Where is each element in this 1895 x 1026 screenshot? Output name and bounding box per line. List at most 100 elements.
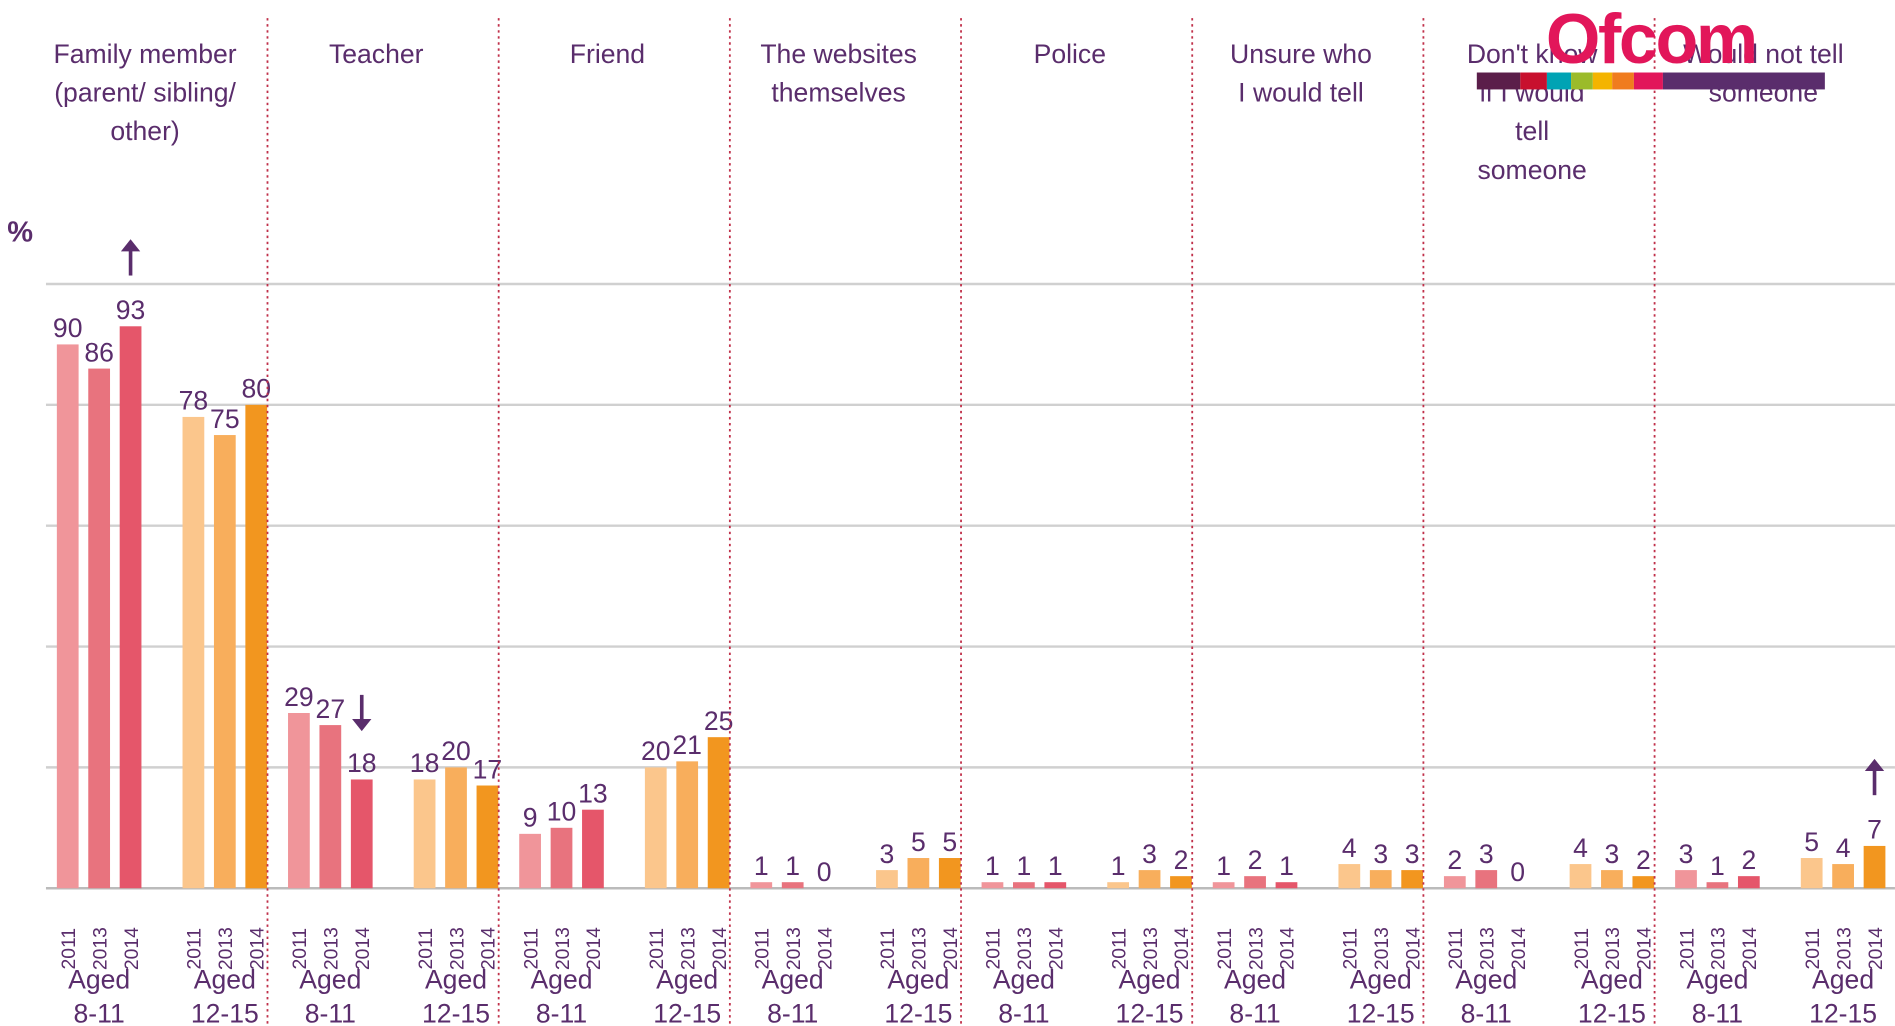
- year-label: 2011: [1572, 928, 1593, 970]
- value-label: 78: [179, 386, 209, 416]
- value-label: 3: [1373, 839, 1388, 869]
- year-label: 2014: [1047, 927, 1068, 970]
- y-axis-label: %: [7, 217, 33, 249]
- age-label: 12-15: [1578, 998, 1646, 1026]
- bar: [1244, 876, 1266, 889]
- bar: [644, 767, 667, 889]
- value-label: 1: [1216, 851, 1231, 881]
- value-label: 80: [241, 374, 271, 404]
- bar: [1401, 870, 1424, 889]
- category-label: someone: [1477, 155, 1586, 185]
- value-label: 21: [672, 730, 702, 760]
- bar: [1632, 876, 1655, 889]
- year-label: 2011: [416, 928, 437, 970]
- bar: [1369, 870, 1392, 889]
- year-label: 2011: [878, 928, 899, 970]
- bar: [413, 779, 436, 889]
- age-label: 8-11: [767, 998, 818, 1026]
- year-label: 2014: [1740, 927, 1761, 970]
- year-label: 2013: [322, 927, 343, 970]
- logo-strip: [1520, 72, 1547, 90]
- age-label: Aged: [530, 965, 592, 995]
- arrow-head: [120, 239, 141, 252]
- year-label: 2014: [710, 927, 731, 970]
- value-label: 10: [547, 797, 577, 827]
- year-label: 2014: [479, 927, 500, 970]
- age-label: 12-15: [191, 998, 259, 1026]
- bar: [1737, 876, 1760, 889]
- year-label: 2014: [815, 927, 836, 970]
- age-label: Aged: [656, 965, 718, 995]
- age-label: 12-15: [1809, 998, 1877, 1026]
- bar: [1706, 882, 1729, 889]
- value-label: 1: [785, 851, 800, 881]
- bar: [1800, 858, 1823, 889]
- value-label: 4: [1342, 833, 1357, 863]
- category-label: Police: [1034, 39, 1106, 69]
- age-label: Aged: [887, 965, 949, 995]
- value-label: 1: [1016, 851, 1031, 881]
- value-label: 75: [210, 404, 240, 434]
- bar: [1443, 876, 1466, 889]
- bar: [907, 858, 930, 889]
- value-label: 2: [1636, 845, 1651, 875]
- year-label: 2014: [941, 927, 962, 970]
- value-label: 3: [1679, 839, 1694, 869]
- category-label: other): [110, 116, 179, 146]
- bar: [1601, 870, 1623, 889]
- value-label: 1: [1048, 851, 1063, 881]
- logo-strip: [1476, 72, 1521, 90]
- age-label: 12-15: [653, 998, 721, 1026]
- year-label: 2014: [1866, 927, 1887, 970]
- logo-strip: [1546, 72, 1572, 90]
- category-label: (parent/ sibling/: [54, 78, 236, 108]
- value-label: 3: [1405, 839, 1420, 869]
- bar: [938, 858, 961, 889]
- age-label: Aged: [993, 965, 1055, 995]
- age-label: 8-11: [74, 998, 125, 1026]
- year-label: 2011: [1803, 928, 1824, 970]
- bar: [550, 827, 573, 889]
- year-label: 2014: [1509, 927, 1530, 970]
- age-label: 8-11: [998, 998, 1049, 1026]
- value-label: 3: [1142, 839, 1157, 869]
- category-label: tell: [1515, 116, 1549, 146]
- age-label: Aged: [1119, 965, 1181, 995]
- value-label: 7: [1867, 815, 1882, 845]
- age-label: Aged: [1224, 965, 1286, 995]
- year-label: 2011: [984, 928, 1005, 970]
- age-label: 8-11: [1229, 998, 1280, 1026]
- bar: [1107, 882, 1130, 889]
- value-label: 2: [1248, 845, 1263, 875]
- age-label: Aged: [68, 965, 130, 995]
- age-label: 12-15: [884, 998, 952, 1026]
- year-label: 2013: [784, 927, 805, 970]
- logo-text: Ofcom: [1546, 0, 1756, 78]
- year-label: 2013: [447, 927, 468, 970]
- year-label: 2013: [678, 927, 699, 970]
- year-label: 2014: [1635, 927, 1656, 970]
- category-label: Family member: [54, 39, 237, 69]
- logo-strip: [1612, 72, 1634, 90]
- year-label: 2013: [1141, 927, 1162, 970]
- value-label: 3: [880, 839, 895, 869]
- year-label: 2011: [185, 928, 206, 970]
- bar: [1832, 864, 1854, 889]
- value-label: 93: [116, 295, 146, 325]
- year-label: 2014: [122, 927, 143, 970]
- value-label: 0: [1510, 857, 1525, 887]
- value-label: 2: [1447, 845, 1462, 875]
- value-label: 29: [284, 682, 314, 712]
- value-label: 5: [1804, 827, 1819, 857]
- bar: [707, 737, 730, 889]
- logo: Ofcom: [1476, 0, 1825, 90]
- category-label: The websites: [760, 39, 917, 69]
- year-label: 2011: [521, 928, 542, 970]
- value-label: 5: [942, 827, 957, 857]
- bar: [182, 416, 205, 889]
- bar: [288, 713, 310, 889]
- category-label: Teacher: [329, 39, 424, 69]
- bar: [781, 882, 804, 889]
- year-label: 2013: [90, 927, 111, 970]
- category-label: Don't know: [1467, 39, 1598, 69]
